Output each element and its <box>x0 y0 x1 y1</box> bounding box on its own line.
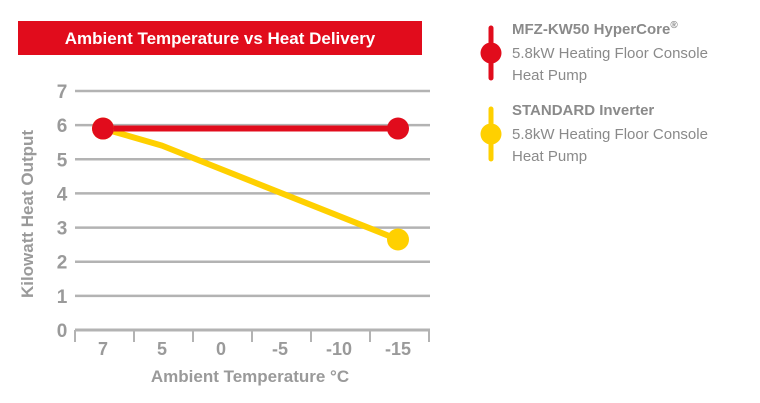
x-tick-label: -15 <box>385 339 411 359</box>
legend-series-description: 5.8kW Heating Floor Console <box>512 126 708 143</box>
legend-swatch-marker <box>480 123 502 145</box>
x-tick-label: 0 <box>216 339 226 359</box>
y-tick-label: 2 <box>57 253 68 274</box>
y-tick-label: 3 <box>57 219 68 240</box>
y-tick-label: 1 <box>57 287 68 308</box>
legend-swatch-marker <box>480 42 502 64</box>
legend-series-name: STANDARD Inverter <box>512 102 654 119</box>
x-tick-label: -5 <box>272 339 288 359</box>
y-tick-label: 4 <box>57 184 68 205</box>
data-point <box>92 117 114 140</box>
x-tick-label: 5 <box>157 339 167 359</box>
y-tick-label: 6 <box>57 116 68 137</box>
y-tick-label: 7 <box>57 82 68 103</box>
legend-series-description: Heat Pump <box>512 148 587 165</box>
y-tick-label: 0 <box>57 321 68 342</box>
legend-series-name: MFZ-KW50 HyperCore® <box>512 20 678 38</box>
data-point <box>387 117 409 140</box>
y-tick-label: 5 <box>57 150 68 171</box>
legend-series-description: Heat Pump <box>512 67 587 84</box>
x-tick-label: -10 <box>326 339 352 359</box>
y-axis-label: Kilowatt Heat Output <box>18 130 37 298</box>
data-point <box>387 228 409 251</box>
x-tick-label: 7 <box>98 339 108 359</box>
legend-series-description: 5.8kW Heating Floor Console <box>512 45 708 62</box>
chart-title: Ambient Temperature vs Heat Delivery <box>65 29 376 48</box>
chart-title-banner <box>18 21 422 55</box>
series-line-1 <box>100 125 401 243</box>
x-axis-label: Ambient Temperature °C <box>151 367 349 386</box>
